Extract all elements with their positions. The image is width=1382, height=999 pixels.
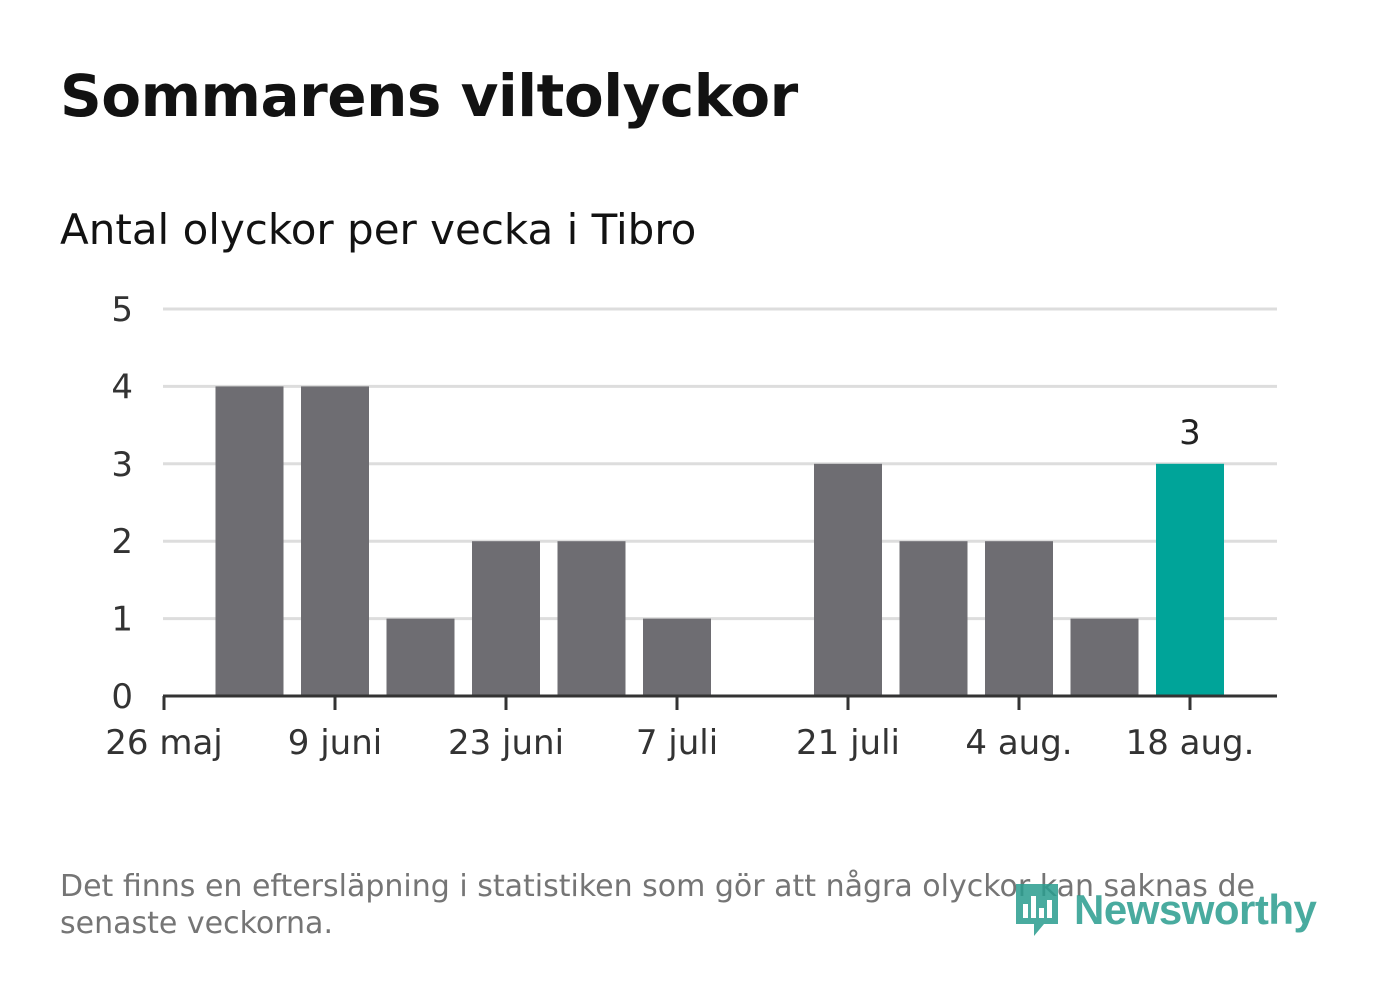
y-axis-labels: 0 1 2 3 4 5 — [111, 290, 133, 717]
logo-text: Newsworthy — [1074, 886, 1317, 933]
newsworthy-chart-bubble-icon — [1016, 884, 1058, 936]
y-tick-label-4: 4 — [111, 367, 133, 407]
y-tick-label-2: 2 — [111, 522, 133, 562]
x-tick-label-2024-06-23: 23 juni — [448, 723, 564, 763]
x-tick-label-2024-06-09: 9 juni — [288, 723, 382, 763]
bar-2024-06-02 — [215, 386, 284, 696]
x-tick-label-2024-05-26: 26 maj — [105, 723, 222, 763]
chart-subtitle: Antal olyckor per vecka i Tibro — [60, 205, 697, 254]
chart-title: Sommarens viltolyckor — [60, 62, 798, 130]
y-tick-label-1: 1 — [111, 600, 133, 640]
bars — [215, 386, 1224, 696]
bar-2024-08-11 — [1070, 618, 1139, 696]
x-axis-labels: 26 maj 9 juni 23 juni 7 juli 21 juli 4 aug. 18… — [105, 723, 1254, 763]
bar-2024-06-23 — [472, 541, 540, 696]
bar-2024-07-07 — [643, 618, 711, 696]
x-tick-label-2024-08-18: 18 aug. — [1126, 723, 1255, 763]
x-tick-label-2024-07-21: 21 juli — [796, 723, 900, 763]
bar-2024-06-30 — [557, 541, 626, 696]
x-tick-label-2024-07-07: 7 juli — [636, 723, 718, 763]
bar-2024-07-21 — [814, 463, 882, 696]
y-tick-label-0: 0 — [111, 677, 133, 717]
y-tick-label-5: 5 — [111, 290, 133, 330]
bar-2024-07-28 — [899, 541, 968, 696]
data-labels: 3 — [1179, 413, 1201, 453]
x-axis — [162, 694, 1277, 710]
bar-2024-08-04 — [985, 541, 1053, 696]
y-tick-label-3: 3 — [111, 445, 133, 485]
bar-2024-08-18 — [1156, 463, 1224, 696]
newsworthy-logo: Newsworthy — [1012, 880, 1317, 940]
data-label-highlight: 3 — [1179, 413, 1201, 453]
bar-chart: 0 1 2 3 4 5 26 maj 9 juni 23 juni 7 juli 21 juli 4… — [105, 290, 1277, 763]
bar-2024-06-09 — [301, 386, 369, 696]
x-tick-label-2024-08-04: 4 aug. — [965, 723, 1072, 763]
bar-2024-06-16 — [386, 618, 455, 696]
